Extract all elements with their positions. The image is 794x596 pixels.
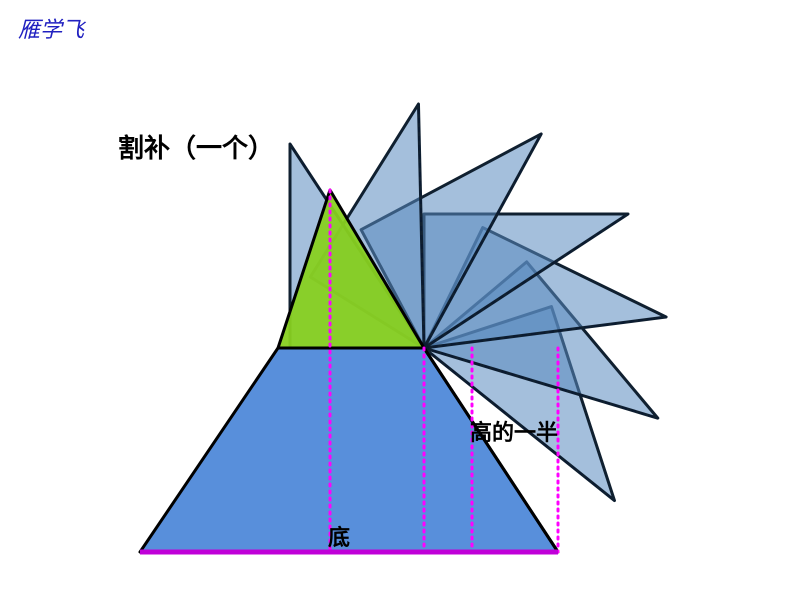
diagram-title: 割补（一个） [118, 128, 274, 165]
label-half-height: 高的一半 [470, 415, 558, 447]
label-base: 底 [328, 520, 350, 552]
watermark-text: 雁学飞 [18, 12, 84, 44]
diagram-svg [0, 0, 794, 596]
